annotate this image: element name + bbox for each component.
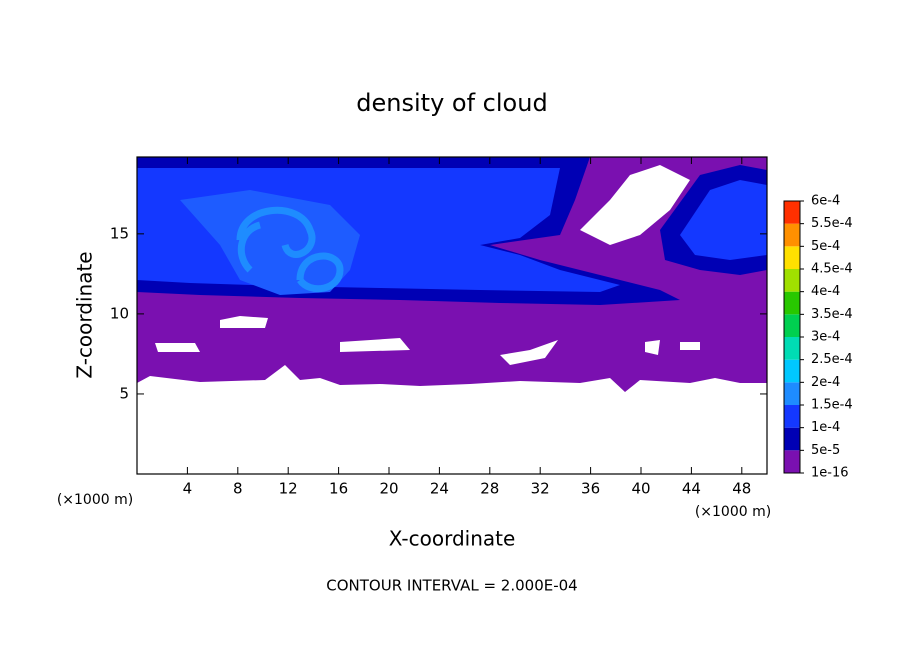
- colorbar-label: 4e-4: [811, 284, 840, 299]
- y-tick-label: 5: [119, 384, 129, 402]
- contour-note: CONTOUR INTERVAL = 2.000E-04: [326, 577, 577, 595]
- colorbar-band: [784, 359, 800, 383]
- contour-region: [236, 206, 344, 293]
- x-tick-label: 24: [430, 480, 449, 498]
- y-axis-title: Z-coordinate: [73, 251, 97, 378]
- colorbar-band: [784, 337, 800, 360]
- plot-frame: [136, 156, 768, 475]
- colorbar-label: 5e-4: [811, 239, 840, 254]
- colorbar-band: [784, 246, 800, 269]
- colorbar-label: 1.5e-4: [811, 398, 853, 413]
- chart-title: density of cloud: [356, 89, 547, 117]
- x-tick-label: 44: [682, 480, 701, 498]
- colorbar-band: [784, 450, 800, 473]
- x-tick-label: 16: [329, 480, 348, 498]
- colorbar-band: [784, 382, 800, 405]
- y-tick-label: 10: [110, 304, 129, 322]
- colorbar-band: [784, 223, 800, 247]
- contour-region: [180, 190, 360, 295]
- x-tick-label: 48: [732, 480, 751, 498]
- colorbar-label: 1e-4: [811, 420, 840, 435]
- x-tick-label: 36: [581, 480, 600, 498]
- colorbar-label: 3e-4: [811, 330, 840, 345]
- contour-gap: [580, 165, 690, 245]
- x-tick-label: 28: [480, 480, 499, 498]
- colorbar-band: [784, 314, 800, 337]
- x-tick-label: 12: [279, 480, 298, 498]
- colorbar-band: [784, 291, 800, 315]
- colorbar-label: 3.5e-4: [811, 307, 853, 322]
- colorbar-label: 6e-4: [811, 194, 840, 209]
- x-tick-label: 20: [379, 480, 398, 498]
- colorbar-label: 5.5e-4: [811, 216, 853, 231]
- colorbar-band: [784, 405, 800, 428]
- colorbar-label: 2.5e-4: [811, 352, 853, 367]
- colorbar-label: 1e-16: [811, 466, 849, 481]
- x-axis-title: X-coordinate: [389, 527, 516, 551]
- x-tick-label: 4: [183, 480, 193, 498]
- colorbar-label: 5e-5: [811, 443, 840, 458]
- colorbar-label: 2e-4: [811, 375, 840, 390]
- x-tick-label: 32: [531, 480, 550, 498]
- colorbar-band: [784, 201, 800, 224]
- x-unit-label: (×1000 m): [695, 504, 771, 520]
- x-tick-label: 40: [631, 480, 650, 498]
- colorbar-band: [784, 427, 800, 451]
- contour-region: [680, 180, 767, 260]
- colorbar-band: [784, 269, 800, 292]
- y-tick-label: 15: [110, 224, 129, 242]
- colorbar-label: 4.5e-4: [811, 262, 853, 277]
- y-unit-label: (×1000 m): [57, 492, 133, 508]
- contour-field: [136, 156, 768, 475]
- x-tick-label: 8: [233, 480, 243, 498]
